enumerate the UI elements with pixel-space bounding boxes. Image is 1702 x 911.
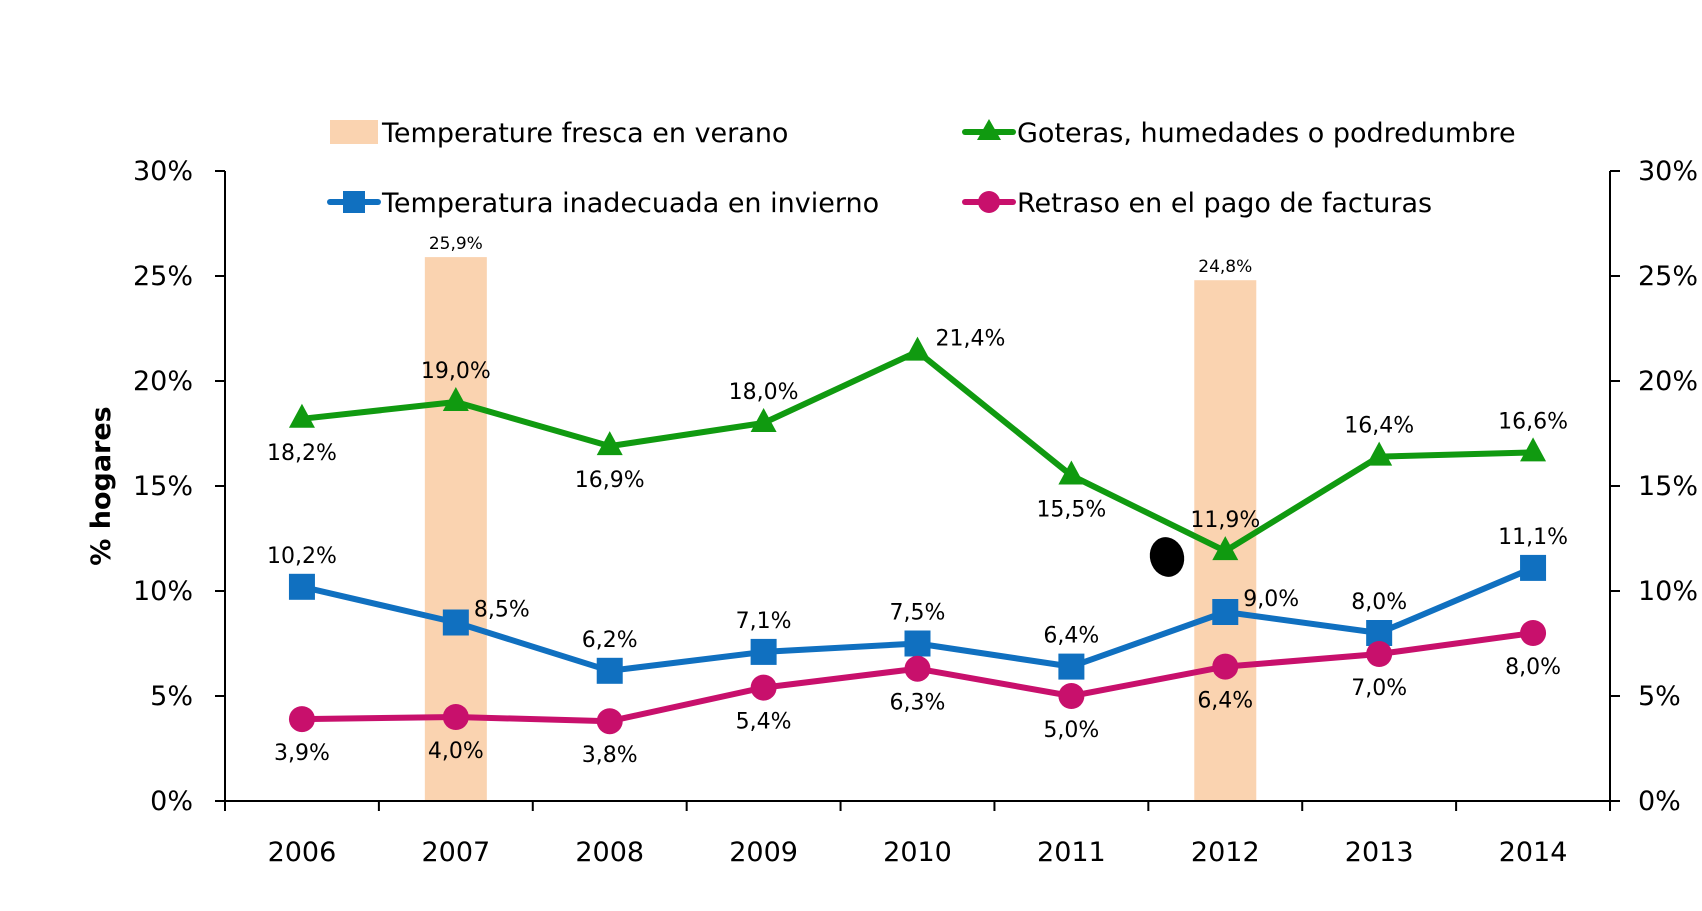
series-temperatura-invierno-marker: [904, 630, 931, 657]
y-tick-label-left: 5%: [150, 681, 193, 712]
y-tick-label-left: 15%: [133, 471, 193, 502]
series-goteras-data-label: 19,0%: [421, 359, 491, 384]
y-tick-label-right: 25%: [1638, 261, 1698, 292]
series-goteras-marker: [288, 403, 315, 428]
legend-label: Goteras, humedades o podredumbre: [1017, 118, 1516, 149]
series-temperatura-invierno-data-label: 7,5%: [890, 601, 946, 626]
series-retraso-facturas-data-label: 6,3%: [890, 691, 946, 716]
x-tick-label: 2013: [1345, 837, 1414, 868]
legend-label: Temperature fresca en verano: [381, 118, 788, 149]
legend-swatch-bar: [330, 120, 378, 144]
x-tick-label: 2012: [1191, 837, 1260, 868]
series-temperatura-invierno-data-label: 7,1%: [736, 609, 792, 634]
legend-item: Temperatura inadecuada en invierno: [327, 188, 879, 219]
lines-layer: [288, 336, 1547, 735]
series-goteras-data-label: 18,2%: [267, 441, 337, 466]
series-goteras-data-label: 18,0%: [729, 380, 799, 405]
series-retraso-facturas-marker: [1058, 683, 1085, 709]
y-tick-label-right: 20%: [1638, 366, 1698, 397]
series-retraso-facturas-marker: [596, 708, 623, 735]
y-tick-label-left: 20%: [133, 366, 193, 397]
series-goteras-data-label: 21,4%: [936, 327, 1006, 352]
series-retraso-facturas-marker: [1366, 641, 1393, 667]
axes-layer: % hogares 0% 0% 5% 5% 10% 10% 15% 15% 20% 20% 25% 2…: [86, 156, 1698, 868]
x-tick-label: 2010: [883, 837, 952, 868]
legend-item: Retraso en el pago de facturas: [962, 188, 1432, 219]
legend-label: Temperatura inadecuada en invierno: [381, 188, 879, 219]
series-retraso-facturas-data-label: 7,0%: [1351, 676, 1407, 701]
series-temperatura-invierno-marker: [750, 638, 777, 665]
series-temperatura-invierno-marker: [442, 609, 469, 636]
series-goteras-data-label: 15,5%: [1036, 498, 1106, 523]
series-retraso-facturas-marker: [1520, 620, 1547, 646]
x-tick-label: 2008: [575, 837, 644, 868]
series-retraso-facturas-data-label: 4,0%: [428, 739, 484, 764]
series-retraso-facturas-marker: [1212, 653, 1239, 680]
series-temperatura-invierno-marker: [1212, 599, 1239, 625]
legend-item: Goteras, humedades o podredumbre: [962, 118, 1516, 149]
series-goteras-marker: [596, 431, 623, 456]
series-retraso-facturas-data-label: 8,0%: [1505, 655, 1561, 680]
y-tick-label-right: 30%: [1638, 156, 1698, 187]
y-axis-title: % hogares: [86, 406, 117, 565]
bar-data-label: 25,9%: [429, 234, 483, 254]
stray-black-dot: [1149, 537, 1185, 577]
y-tick-label-right: 0%: [1638, 786, 1681, 817]
y-tick-label-left: 10%: [133, 576, 193, 607]
legend-item: Temperature fresca en verano: [330, 118, 788, 149]
legend-label: Retraso en el pago de facturas: [1017, 188, 1432, 219]
series-goteras-data-label: 16,4%: [1344, 414, 1414, 439]
series-retraso-facturas-marker: [288, 706, 315, 733]
y-tick-label-left: 30%: [133, 156, 193, 187]
series-temperatura-invierno-data-label: 9,0%: [1243, 587, 1299, 612]
series-goteras-marker: [1058, 460, 1085, 485]
legend: Temperature fresca en verano Goteras, hum…: [327, 118, 1516, 219]
legend-triangle-icon: [977, 119, 1001, 140]
series-temperatura-invierno-data-label: 11,1%: [1498, 525, 1568, 550]
legend-circle-icon: [978, 191, 1000, 213]
series-retraso-facturas-marker: [750, 674, 777, 701]
series-temperatura-invierno-marker: [1058, 653, 1085, 680]
series-retraso-facturas-data-label: 5,4%: [736, 710, 792, 735]
series-goteras-data-label: 11,9%: [1190, 508, 1260, 533]
x-tick-label: 2011: [1037, 837, 1106, 868]
series-temperatura-invierno-data-label: 10,2%: [267, 544, 337, 569]
x-tick-label: 2014: [1499, 837, 1568, 868]
y-tick-label-right: 15%: [1638, 471, 1698, 502]
series-retraso-facturas-data-label: 3,8%: [582, 743, 638, 768]
y-tick-label-left: 0%: [150, 786, 193, 817]
series-goteras-marker: [1520, 437, 1547, 462]
series-goteras-marker: [442, 387, 469, 411]
series-temperatura-invierno-data-label: 8,5%: [474, 598, 530, 623]
series-retraso-facturas-marker: [442, 704, 469, 730]
series-temperatura-invierno-data-label: 8,0%: [1351, 590, 1407, 615]
x-tick-label: 2007: [421, 837, 490, 868]
series-retraso-facturas-marker: [904, 655, 931, 682]
series-retraso-facturas-data-label: 5,0%: [1043, 718, 1099, 743]
series-goteras-marker: [1366, 441, 1393, 466]
y-tick-label-left: 25%: [133, 261, 193, 292]
x-tick-label: 2009: [729, 837, 798, 868]
series-goteras-marker: [904, 336, 931, 361]
series-temperatura-invierno-data-label: 6,2%: [582, 628, 638, 653]
bar-data-label: 24,8%: [1198, 257, 1252, 277]
x-tick-label: 2006: [268, 837, 337, 868]
legend-square-icon: [343, 191, 365, 213]
series-goteras-data-label: 16,9%: [575, 468, 645, 493]
y-tick-label-right: 5%: [1638, 681, 1681, 712]
series-goteras-data-label: 16,6%: [1498, 409, 1568, 434]
series-retraso-facturas-data-label: 6,4%: [1197, 689, 1253, 714]
y-tick-label-right: 10%: [1638, 576, 1698, 607]
series-temperatura-invierno-marker: [288, 573, 315, 600]
series-goteras-marker: [1212, 536, 1239, 561]
labels-layer: 25,9% 24,8% 18,2% 19,0% 16,9% 18,0% 21,4% 15,5%…: [267, 234, 1568, 768]
series-temperatura-invierno-marker: [1520, 554, 1547, 581]
series-retraso-facturas-data-label: 3,9%: [274, 741, 330, 766]
series-temperatura-invierno-marker: [596, 657, 623, 684]
series-goteras-marker: [750, 408, 777, 432]
series-temperatura-invierno-data-label: 6,4%: [1043, 624, 1099, 649]
